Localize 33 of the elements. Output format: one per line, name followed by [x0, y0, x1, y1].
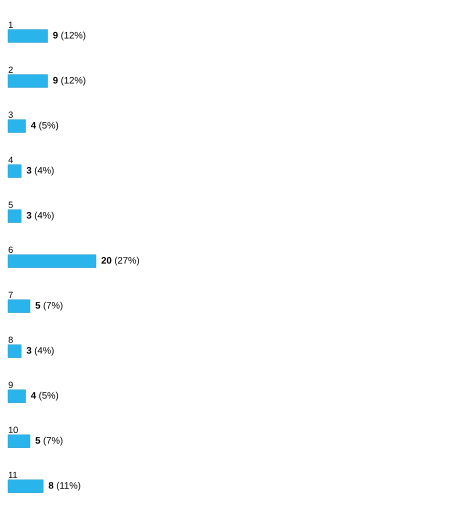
y-tick-label: 11: [8, 472, 18, 478]
bar: [8, 390, 26, 403]
bar: [8, 434, 30, 448]
y-tick-label: 9: [8, 382, 13, 388]
data-label: 20 (27%): [102, 256, 140, 266]
bar: [8, 299, 30, 313]
y-tick-label: 2: [8, 66, 13, 73]
bar: [8, 164, 22, 178]
bar: [8, 344, 22, 358]
bar: [8, 74, 48, 88]
data-label: 8 (11%): [48, 482, 80, 491]
data-label: 3 (4%): [26, 346, 54, 356]
data-label: 4 (5%): [30, 392, 58, 401]
data-label: 3 (4%): [26, 166, 54, 176]
data-label: 4 (5%): [30, 122, 58, 130]
bar: [8, 480, 44, 493]
y-tick-label: 1: [8, 22, 13, 28]
data-label: 5 (7%): [35, 436, 62, 446]
y-tick-label: 6: [8, 246, 13, 253]
y-tick-label: 7: [8, 292, 13, 298]
y-tick-label: 5: [8, 202, 13, 208]
bar: [8, 119, 26, 133]
bar: [8, 209, 22, 223]
data-label: 9 (12%): [53, 76, 86, 86]
y-tick-label: 10: [8, 426, 18, 434]
y-tick-label: 4: [8, 156, 13, 163]
data-label: 3 (4%): [26, 212, 54, 221]
y-tick-label: 8: [8, 336, 13, 343]
bar: [8, 29, 48, 43]
bar: [8, 254, 96, 268]
data-label: 9 (12%): [53, 32, 86, 40]
y-tick-label: 3: [8, 112, 13, 118]
data-label: 5 (7%): [35, 302, 62, 311]
